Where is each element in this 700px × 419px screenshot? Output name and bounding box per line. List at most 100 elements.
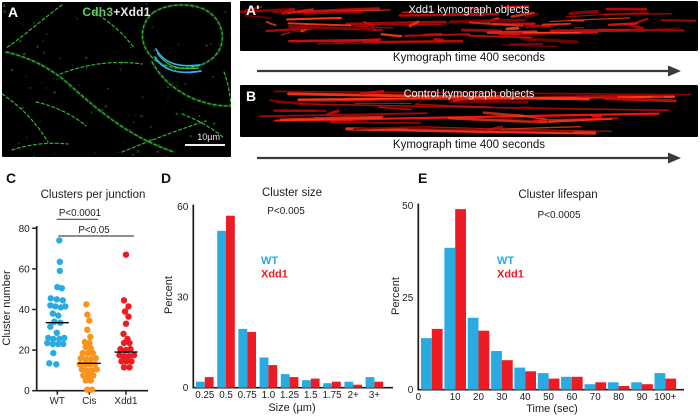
kymograph-streak xyxy=(422,33,443,36)
data-point-wt xyxy=(56,237,63,244)
fluorescence-speck xyxy=(118,66,122,70)
fluorescence-speck xyxy=(176,81,178,84)
fluorescence-speck xyxy=(90,111,93,114)
x-tick-label: Cis xyxy=(82,396,96,407)
kymograph-streak xyxy=(500,126,582,130)
bar-xdd1-30 xyxy=(501,360,513,390)
kymograph-streak xyxy=(352,125,432,130)
fluorescence-speck xyxy=(142,39,144,41)
legend-xdd1: Xdd1 xyxy=(261,269,288,281)
data-point-wt xyxy=(60,340,67,348)
kymograph-streak xyxy=(467,34,532,39)
fluorescence-speck xyxy=(188,2,191,4)
fluorescence-speck xyxy=(120,69,122,72)
bar-xdd1-60 xyxy=(571,376,583,390)
data-point-wt xyxy=(50,349,57,357)
fluorescence-speck xyxy=(183,113,185,114)
y-tick-label: 25 xyxy=(402,293,414,304)
kymograph-streak xyxy=(486,30,538,35)
data-point-wt xyxy=(53,296,60,303)
stain-label-white: +Xdd1 xyxy=(113,5,151,19)
fluorescence-speck xyxy=(22,52,26,56)
data-point-xdd1 xyxy=(120,353,128,360)
fluorescence-speck xyxy=(211,75,214,79)
kymograph-streak xyxy=(505,26,520,31)
bar-wt-30 xyxy=(491,351,502,390)
p-value: P<0.0005 xyxy=(537,210,581,221)
x-tick-label: 50 xyxy=(543,392,554,403)
data-point-cis xyxy=(88,386,96,393)
fluorescence-speck xyxy=(25,136,29,140)
kymograph-streak xyxy=(286,16,342,21)
data-point-cis xyxy=(84,311,91,318)
kymograph-time-caption: Kymograph time 400 seconds xyxy=(392,52,546,64)
fluorescence-speck xyxy=(2,4,6,8)
x-tick-label: 1.0 xyxy=(262,390,276,401)
fluorescence-speck xyxy=(42,51,46,54)
fluorescence-speck xyxy=(176,35,178,36)
bar-wt-0.25 xyxy=(196,381,205,388)
fluorescence-speck xyxy=(25,99,27,101)
data-point-xdd1 xyxy=(127,345,134,353)
bar-xdd1-1.0 xyxy=(268,365,278,388)
kymograph-streak xyxy=(509,42,544,46)
data-point-xdd1 xyxy=(126,364,133,371)
fluorescence-speck xyxy=(166,132,168,134)
data-point-cis xyxy=(87,344,95,352)
fluorescence-speck xyxy=(131,153,135,157)
fluorescence-speck xyxy=(99,111,101,113)
fluorescence-speck xyxy=(166,85,170,89)
kymograph-streak xyxy=(484,125,503,133)
fluorescence-speck xyxy=(23,24,25,27)
panel-a-letter: A xyxy=(8,4,19,20)
kymograph-image xyxy=(258,90,692,135)
x-tick-label: 60 xyxy=(566,392,577,403)
fluorescence-speck xyxy=(224,10,227,14)
fluorescence-speck xyxy=(75,16,77,18)
time-arrow xyxy=(257,152,681,164)
fluorescence-speck xyxy=(53,119,55,121)
x-axis-label: Size (µm) xyxy=(268,402,315,414)
y-axis-label: Percent xyxy=(163,276,175,314)
fluorescence-speck xyxy=(53,152,55,155)
kymograph-streak xyxy=(448,99,529,104)
fluorescence-speck xyxy=(140,114,143,118)
data-point-xdd1 xyxy=(123,358,130,365)
data-point-cis xyxy=(85,372,92,379)
fluorescence-speck xyxy=(3,10,7,14)
kymograph-streak xyxy=(415,99,426,105)
fluorescence-speck xyxy=(198,99,202,102)
kymograph-streak xyxy=(380,33,403,38)
fluorescence-speck xyxy=(134,113,138,117)
data-point-xdd1 xyxy=(121,308,129,315)
data-point-xdd1 xyxy=(118,358,125,365)
fluorescence-speck xyxy=(170,86,172,89)
kymograph-streak xyxy=(244,6,263,12)
kymograph-streak xyxy=(590,114,603,118)
fluorescence-speck xyxy=(71,63,74,66)
kymograph-streak xyxy=(423,126,612,132)
p-value: P<0.0001 xyxy=(59,208,101,219)
fluorescence-speck xyxy=(68,86,71,89)
data-point-xdd1 xyxy=(122,251,130,258)
bar-wt-3+ xyxy=(365,377,375,388)
data-point-cis xyxy=(84,386,91,393)
data-point-xdd1 xyxy=(120,330,127,337)
x-tick-label: 0.5 xyxy=(219,390,233,401)
data-point-wt xyxy=(45,334,52,342)
fluorescence-speck xyxy=(183,82,187,86)
data-point-cis xyxy=(82,343,90,351)
kymograph-streak xyxy=(433,38,445,42)
bar-wt-70 xyxy=(584,384,596,390)
bar-wt-1.5 xyxy=(302,380,311,388)
micrograph-image xyxy=(2,2,231,157)
data-point-xdd1 xyxy=(120,339,128,347)
fluorescence-speck xyxy=(36,46,39,49)
data-point-wt xyxy=(49,340,56,348)
data-point-cis xyxy=(87,377,95,384)
kymograph-streak xyxy=(345,127,597,135)
fluorescence-speck xyxy=(38,62,40,65)
fluorescence-speck xyxy=(36,45,39,47)
data-point-cis xyxy=(77,355,85,362)
